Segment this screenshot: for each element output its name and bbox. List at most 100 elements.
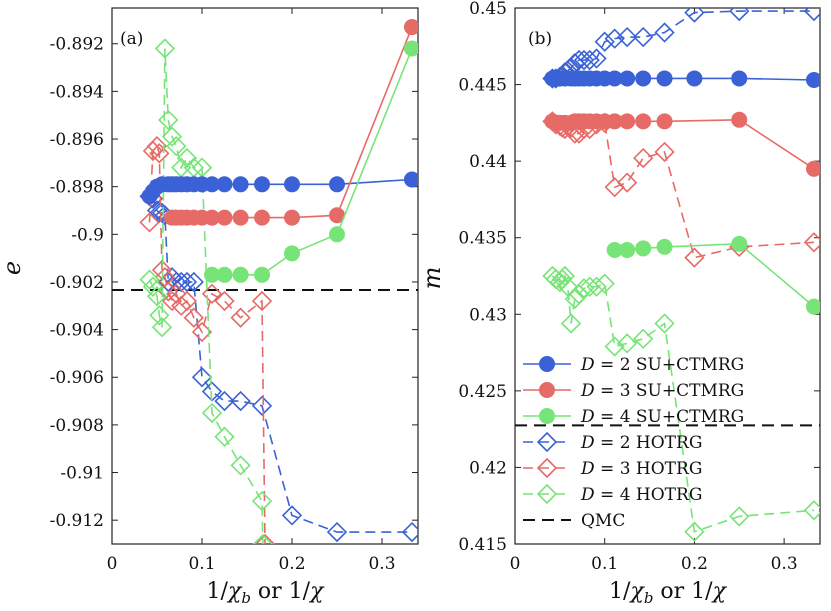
- data-point-diamond: [633, 147, 654, 169]
- data-point-diamond: [568, 49, 590, 71]
- x-axis-label: 1/χb or 1/χ: [609, 579, 728, 607]
- data-point-circle: [254, 209, 271, 226]
- data-point-diamond: [146, 136, 168, 157]
- panel-b: 0 0.1 0.2 0.3 0.45 0.445 0.44 0.435 0.43 0.425 0.4…: [418, 0, 821, 607]
- data-point-diamond: [158, 109, 179, 131]
- data-point-circle: [539, 382, 555, 398]
- data-point-diamond: [214, 290, 235, 312]
- x-tick-label: 0.1: [188, 554, 215, 574]
- data-point-diamond: [536, 483, 558, 505]
- data-point-circle: [403, 19, 418, 36]
- series-d-4-hotrg: [139, 38, 274, 544]
- data-point-diamond: [149, 305, 170, 326]
- legend-label: D = 4 SU+CTMRG: [580, 407, 744, 427]
- axes-frame: [514, 7, 821, 545]
- data-point-diamond: [633, 26, 654, 48]
- data-point-diamond: [201, 402, 223, 424]
- data-point-diamond: [166, 136, 187, 157]
- data-point-diamond: [183, 307, 204, 328]
- data-point-circle: [539, 408, 555, 424]
- data-point-circle: [329, 226, 345, 243]
- series-line: [212, 48, 413, 276]
- y-tick-label: 0.44: [469, 152, 507, 172]
- series-d-3-hotrg: [139, 136, 276, 544]
- panel-a: 0 0.1 0.2 0.3 -0.892 -0.894 -0.896 -0.898 -0.9 -0…: [0, 7, 419, 607]
- data-point-diamond: [684, 8, 705, 23]
- series-d-4-su-ctmrg: [606, 235, 820, 315]
- data-point-diamond: [151, 317, 173, 338]
- x-tick-label: 0: [107, 554, 118, 574]
- data-point-diamond: [214, 390, 235, 412]
- legend-entry: D = 3 HOTRG: [523, 457, 702, 479]
- data-point-circle: [329, 176, 345, 193]
- data-point-diamond: [536, 431, 558, 453]
- data-point-diamond: [684, 247, 705, 268]
- data-point-diamond: [230, 455, 251, 476]
- data-point-diamond: [149, 202, 170, 224]
- plot-area: [515, 8, 820, 542]
- data-point-diamond: [560, 313, 582, 334]
- y-tick-label: 0.43: [469, 305, 507, 325]
- data-point-circle: [232, 176, 249, 193]
- data-point-diamond: [171, 295, 192, 316]
- data-point-circle: [619, 113, 636, 130]
- data-point-diamond: [654, 22, 675, 43]
- y-tick-label: -0.896: [50, 130, 104, 150]
- data-point-diamond: [617, 172, 638, 193]
- series-d-3-su-ctmrg: [164, 19, 418, 226]
- y-tick-label: -0.894: [50, 82, 104, 102]
- legend-label: D = 3 SU+CTMRG: [580, 381, 744, 401]
- y-axis-label: m: [418, 267, 446, 290]
- data-point-diamond: [139, 269, 160, 290]
- y-tick-label: -0.892: [50, 35, 104, 55]
- data-point-diamond: [633, 328, 654, 349]
- legend-label: D = 2 SU+CTMRG: [580, 355, 744, 375]
- data-point-diamond: [142, 140, 164, 162]
- y-tick-label: 0.45: [469, 0, 507, 19]
- y-tick-label: 0.415: [458, 535, 507, 555]
- y-tick-label: 0.425: [458, 382, 507, 402]
- data-point-diamond: [251, 290, 273, 312]
- series-line: [149, 195, 412, 533]
- y-tick-label: -0.904: [50, 321, 104, 341]
- y-tick-label: -0.902: [50, 273, 104, 293]
- data-point-circle: [656, 70, 673, 87]
- data-point-diamond: [803, 500, 820, 521]
- y-tick-label: 0.42: [469, 458, 507, 478]
- data-point-diamond: [536, 457, 558, 479]
- data-point-diamond: [142, 276, 164, 297]
- data-point-diamond: [251, 395, 273, 416]
- x-tick-label: 0.2: [278, 554, 305, 574]
- series-d-2-su-ctmrg: [141, 171, 418, 205]
- data-point-diamond: [803, 8, 820, 22]
- series-line: [552, 10, 814, 80]
- data-point-diamond: [230, 307, 251, 328]
- y-tick-label: -0.908: [50, 416, 104, 436]
- panel-tag: (a): [120, 29, 143, 49]
- data-point-diamond: [729, 506, 750, 527]
- data-point-diamond: [176, 147, 198, 169]
- data-point-diamond: [149, 143, 170, 164]
- data-point-diamond: [214, 426, 235, 447]
- data-point-circle: [254, 176, 271, 193]
- y-tick-label: -0.9: [71, 225, 104, 245]
- y-tick-label: 0.445: [458, 76, 507, 96]
- data-point-diamond: [401, 521, 418, 543]
- data-point-circle: [731, 111, 748, 128]
- legend: D = 2 SU+CTMRG D = 3 SU+CTMRG D = 4 SU+CTM…: [523, 355, 744, 531]
- x-tick-label: 0.1: [591, 554, 618, 574]
- data-point-circle: [216, 176, 233, 193]
- series-d-3-su-ctmrg: [544, 111, 820, 177]
- data-point-diamond: [654, 141, 675, 163]
- legend-label: QMC: [581, 511, 625, 531]
- data-point-diamond: [201, 283, 223, 304]
- data-point-diamond: [557, 276, 578, 297]
- data-point-diamond: [586, 276, 607, 297]
- data-point-circle: [216, 209, 233, 226]
- legend-entry: D = 2 HOTRG: [523, 431, 702, 453]
- series-d-4-hotrg: [542, 265, 820, 542]
- data-point-diamond: [554, 265, 576, 287]
- data-point-circle: [731, 70, 748, 87]
- x-tick-label: 0.3: [368, 554, 395, 574]
